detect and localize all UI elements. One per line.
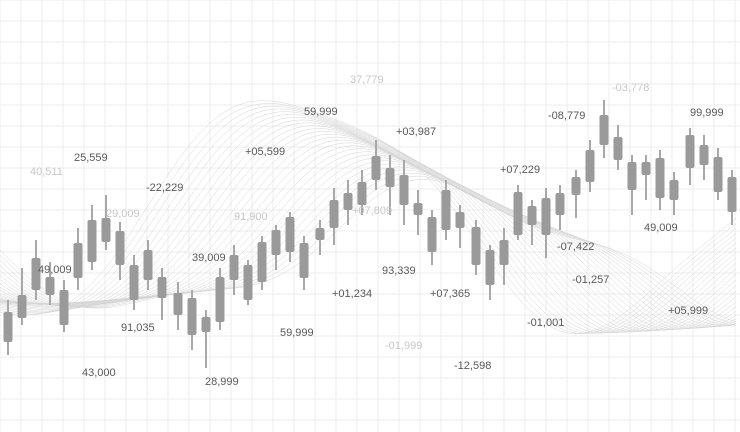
candle-body — [655, 158, 665, 198]
candle-body — [129, 265, 139, 300]
wave-line — [0, 154, 737, 329]
candle-body — [143, 250, 153, 280]
candle-body — [173, 293, 183, 315]
price-label: 37,779 — [350, 74, 384, 86]
price-label: -12,598 — [454, 360, 491, 372]
candle-body — [455, 212, 465, 228]
candle-body — [371, 156, 381, 180]
wave-line — [0, 108, 737, 334]
price-label: -01,999 — [385, 340, 422, 352]
wave-line — [0, 131, 737, 332]
wave-line — [0, 133, 737, 331]
candle-body — [343, 193, 353, 210]
candle-body — [685, 135, 695, 168]
candle-body — [73, 243, 83, 278]
price-label: 40,511 — [30, 166, 63, 178]
wave-line — [0, 172, 737, 326]
candle-body — [229, 255, 239, 280]
candle-body — [257, 242, 267, 282]
candle-body — [271, 230, 281, 255]
wave-line — [0, 175, 737, 324]
price-label: -07,422 — [557, 241, 594, 253]
candle-body — [45, 277, 55, 295]
candle-body — [3, 312, 13, 342]
candle-body — [571, 177, 581, 195]
price-label: -01,001 — [527, 317, 564, 329]
candle-body — [541, 198, 551, 235]
candle-body — [513, 192, 523, 235]
candle-body — [727, 177, 737, 212]
candle-body — [713, 157, 723, 192]
candle-body — [485, 250, 495, 285]
candle-body — [441, 190, 451, 230]
price-label: 49,009 — [38, 264, 72, 276]
price-label: -01,257 — [572, 274, 609, 286]
price-label: -03,778 — [612, 82, 649, 94]
candle-body — [201, 317, 211, 332]
price-label: 28,999 — [205, 376, 239, 388]
candle-body — [59, 290, 69, 325]
candlesticks — [3, 100, 737, 368]
price-label: +03,987 — [396, 126, 436, 138]
price-label: 39,009 — [192, 252, 226, 264]
candle-body — [399, 175, 409, 205]
candle-body — [413, 203, 423, 215]
price-label: +07,809 — [352, 205, 392, 217]
candle-body — [669, 180, 679, 200]
price-label: 59,999 — [304, 106, 338, 118]
candle-body — [31, 258, 41, 290]
price-label: +07,365 — [430, 288, 470, 300]
candle-body — [585, 150, 595, 182]
price-label: +07,229 — [500, 164, 540, 176]
candle-body — [315, 228, 325, 240]
price-label: 59,999 — [280, 327, 314, 339]
candle-body — [329, 200, 339, 228]
labels: 37,779 -03,778 -08,779 99,999 59,999 +03,987 +… — [30, 74, 724, 388]
wave-line — [0, 148, 737, 330]
candle-body — [243, 265, 253, 300]
candle-body — [157, 277, 167, 298]
price-label: 43,000 — [82, 367, 116, 379]
price-label: 29,009 — [106, 208, 140, 220]
wave-line — [0, 179, 737, 322]
price-label: 99,999 — [690, 107, 724, 119]
candle-body — [471, 227, 481, 265]
price-label: 91,900 — [234, 211, 268, 223]
candle-body — [115, 231, 125, 265]
candle-body — [599, 115, 609, 145]
candle-body — [215, 277, 225, 322]
candle-body — [499, 240, 509, 265]
price-label: -08,779 — [548, 110, 585, 122]
candle-body — [101, 218, 111, 242]
candle-body — [641, 162, 651, 175]
wave-line — [0, 114, 737, 334]
candle-body — [555, 193, 565, 215]
candle-body — [299, 243, 309, 278]
price-label: 25,559 — [74, 152, 108, 164]
candle-body — [613, 137, 623, 160]
candle-body — [17, 295, 27, 318]
price-label: 93,339 — [382, 265, 416, 277]
candle-body — [385, 168, 395, 187]
candle-body — [87, 220, 97, 262]
candle-body — [285, 217, 295, 252]
wave-line — [0, 151, 737, 329]
price-label: +05,599 — [245, 146, 285, 158]
wave-line — [0, 111, 737, 334]
candle-body — [699, 145, 709, 165]
candle-body — [427, 217, 437, 252]
candle-body — [187, 298, 197, 335]
price-label: +05,999 — [668, 305, 708, 317]
price-label: +01,234 — [332, 288, 372, 300]
candle-body — [357, 182, 367, 205]
candle-body — [627, 162, 637, 190]
price-label: 49,009 — [644, 222, 678, 234]
price-label: -22,229 — [146, 182, 183, 194]
candle-body — [527, 206, 537, 225]
price-label: 91,035 — [121, 322, 155, 334]
